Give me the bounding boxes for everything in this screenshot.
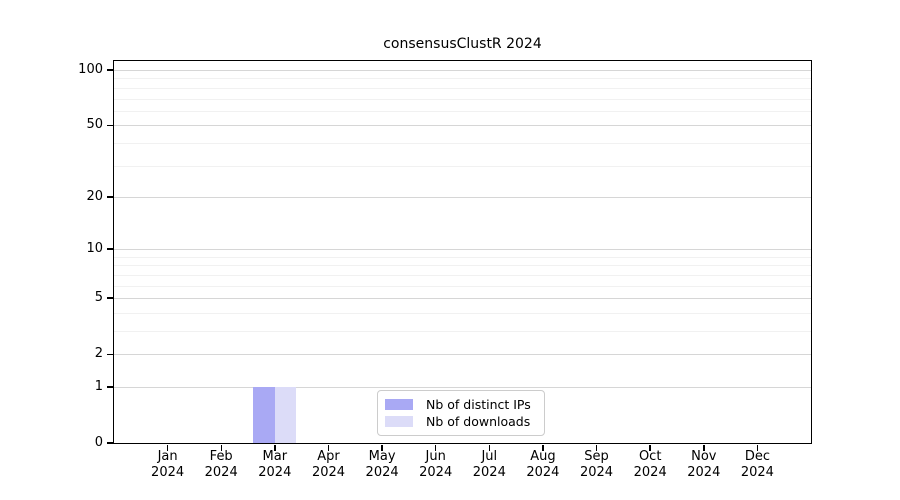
x-axis-tick-jul bbox=[488, 444, 491, 451]
y-axis-tick-10 bbox=[107, 248, 113, 250]
y-axis-tick-label-20: 20 bbox=[86, 188, 103, 204]
y-axis-tick-5 bbox=[107, 297, 113, 299]
gridline-major-1 bbox=[114, 387, 811, 388]
gridline-major-5 bbox=[114, 298, 811, 300]
gridline-minor-8 bbox=[114, 265, 811, 267]
y-axis-tick-label-50: 50 bbox=[86, 117, 103, 133]
y-axis-tick-0 bbox=[107, 442, 113, 444]
x-axis-tick-label-may: May 2024 bbox=[365, 449, 399, 480]
gridline-minor-80 bbox=[114, 87, 811, 89]
y-axis-tick-label-2: 2 bbox=[94, 346, 103, 362]
y-axis-tick-label-0: 0 bbox=[94, 435, 103, 450]
y-axis-tick-label-10: 10 bbox=[86, 241, 103, 257]
gridline-minor-3 bbox=[114, 331, 811, 332]
x-axis-tick-mar bbox=[274, 444, 276, 451]
gridline-minor-60 bbox=[114, 110, 811, 112]
gridline-major-50 bbox=[114, 125, 811, 127]
y-axis-tick-label-5: 5 bbox=[94, 290, 103, 306]
x-axis-tick-label-nov: Nov 2024 bbox=[687, 449, 721, 480]
y-axis-tick-2 bbox=[107, 353, 113, 355]
bar-nb-of-downloads-mar bbox=[274, 387, 297, 443]
x-axis-tick-label-apr: Apr 2024 bbox=[311, 449, 346, 480]
gridline-minor-70 bbox=[114, 98, 811, 100]
y-axis-tick-20 bbox=[107, 196, 113, 198]
x-axis-tick-label-feb: Feb 2024 bbox=[204, 449, 238, 480]
x-axis-tick-jan bbox=[166, 444, 169, 451]
y-axis-tick-label-100: 100 bbox=[78, 62, 103, 77]
gridline-minor-9 bbox=[114, 256, 811, 258]
x-axis-tick-label-dec: Dec 2024 bbox=[740, 449, 774, 480]
x-axis-tick-may bbox=[381, 444, 383, 451]
gridline-major-2 bbox=[114, 354, 811, 356]
x-axis-tick-label-jan: Jan 2024 bbox=[151, 449, 185, 480]
gridline-minor-40 bbox=[114, 142, 811, 144]
legend-swatch-distinct-ips bbox=[385, 399, 413, 410]
legend-swatch-downloads bbox=[385, 416, 413, 427]
y-axis-tick-label-1: 1 bbox=[94, 379, 103, 394]
x-axis-tick-label-sep: Sep 2024 bbox=[579, 449, 614, 480]
x-axis-tick-oct bbox=[649, 444, 651, 451]
x-axis-tick-sep bbox=[595, 444, 598, 451]
x-axis-tick-nov bbox=[703, 444, 705, 451]
gridline-minor-6 bbox=[114, 285, 811, 287]
legend-label-downloads: Nb of downloads bbox=[426, 414, 531, 429]
legend-item-downloads: Nb of downloads bbox=[385, 413, 536, 430]
x-axis-tick-feb bbox=[220, 444, 222, 451]
x-axis-tick-label-jun: Jun 2024 bbox=[419, 449, 453, 480]
bar-nb-of-distinct-ips-mar bbox=[253, 387, 275, 443]
gridline-minor-4 bbox=[114, 312, 811, 314]
x-axis-tick-label-jul: Jul 2024 bbox=[472, 449, 506, 480]
gridline-minor-90 bbox=[114, 78, 811, 80]
x-axis-tick-aug bbox=[542, 444, 544, 451]
gridline-minor-30 bbox=[114, 165, 811, 167]
x-axis-tick-dec bbox=[756, 444, 759, 451]
gridline-major-10 bbox=[114, 249, 811, 251]
x-axis-tick-label-aug: Aug 2024 bbox=[526, 449, 560, 480]
legend-item-distinct-ips: Nb of distinct IPs bbox=[385, 396, 536, 413]
y-axis-tick-100 bbox=[107, 69, 113, 71]
x-axis-tick-apr bbox=[327, 444, 330, 451]
plot-area bbox=[114, 61, 811, 443]
y-axis-tick-1 bbox=[107, 386, 113, 388]
x-axis-tick-label-oct: Oct 2024 bbox=[633, 449, 667, 480]
gridline-major-20 bbox=[114, 196, 811, 198]
x-axis-tick-label-mar: Mar 2024 bbox=[258, 449, 292, 480]
legend-label-distinct-ips: Nb of distinct IPs bbox=[426, 397, 531, 412]
x-axis-tick-jun bbox=[434, 444, 437, 451]
legend: Nb of distinct IPs Nb of downloads bbox=[377, 390, 545, 436]
y-axis-tick-50 bbox=[107, 124, 113, 126]
gridline-major-100 bbox=[114, 70, 811, 71]
chart-title: consensusClustR 2024 bbox=[383, 36, 542, 52]
gridline-minor-7 bbox=[114, 274, 811, 276]
